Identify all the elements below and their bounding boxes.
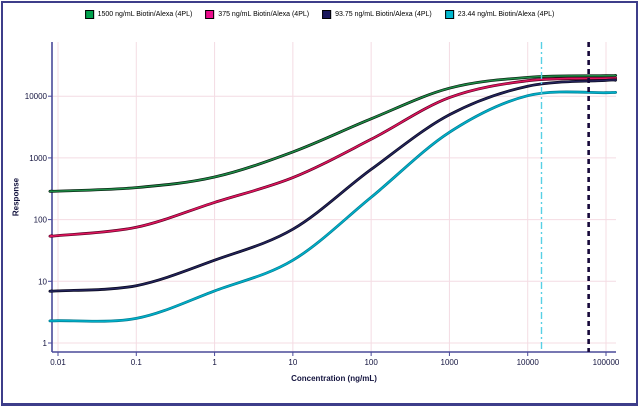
curve-0: [49, 74, 617, 193]
curve-edge-0: [48, 74, 617, 193]
curve-edge-2: [48, 78, 617, 293]
legend-swatch-icon: [444, 10, 454, 19]
curve-edge-1: [48, 76, 617, 238]
legend-item: 1500 ng/mL Biotin/Alexa (4PL): [84, 10, 193, 19]
curve-1: [49, 77, 617, 237]
legend-label: 375 ng/mL Biotin/Alexa (4PL): [218, 11, 310, 18]
x-tick-label: 100000: [593, 358, 620, 367]
legend-item: 93.75 ng/mL Biotin/Alexa (4PL): [322, 10, 432, 19]
x-tick-label: 1000: [441, 358, 459, 367]
curve-2: [49, 79, 617, 293]
y-axis-title: Response: [11, 177, 21, 217]
x-tick-label: 1: [212, 358, 217, 367]
x-tick-label: 0.1: [131, 358, 143, 367]
y-tick-label: 1: [43, 339, 48, 348]
x-tick-label: 0.01: [50, 358, 66, 367]
x-tick-label: 10000: [517, 358, 540, 367]
legend-label: 93.75 ng/mL Biotin/Alexa (4PL): [335, 11, 432, 18]
x-tick-label: 10: [288, 358, 297, 367]
curve-3: [49, 91, 617, 323]
y-tick-label: 10: [38, 277, 47, 286]
legend-swatch-icon: [322, 10, 332, 19]
x-tick-label: 100: [364, 358, 378, 367]
legend-swatch-icon: [205, 10, 215, 19]
x-axis-title: Concentration (ng/mL): [291, 374, 377, 383]
legend-label: 1500 ng/mL Biotin/Alexa (4PL): [97, 11, 193, 18]
legend-item: 23.44 ng/mL Biotin/Alexa (4PL): [444, 10, 555, 19]
y-tick-label: 10000: [25, 92, 48, 101]
legend-swatch-icon: [84, 10, 94, 19]
legend-label: 23.44 ng/mL Biotin/Alexa (4PL): [457, 11, 555, 18]
y-tick-label: 100: [34, 216, 48, 225]
legend-item: 375 ng/mL Biotin/Alexa (4PL): [205, 10, 309, 19]
y-tick-label: 1000: [29, 154, 47, 163]
chart-legend: 1500 ng/mL Biotin/Alexa (4PL) 375 ng/mL B…: [84, 10, 555, 19]
